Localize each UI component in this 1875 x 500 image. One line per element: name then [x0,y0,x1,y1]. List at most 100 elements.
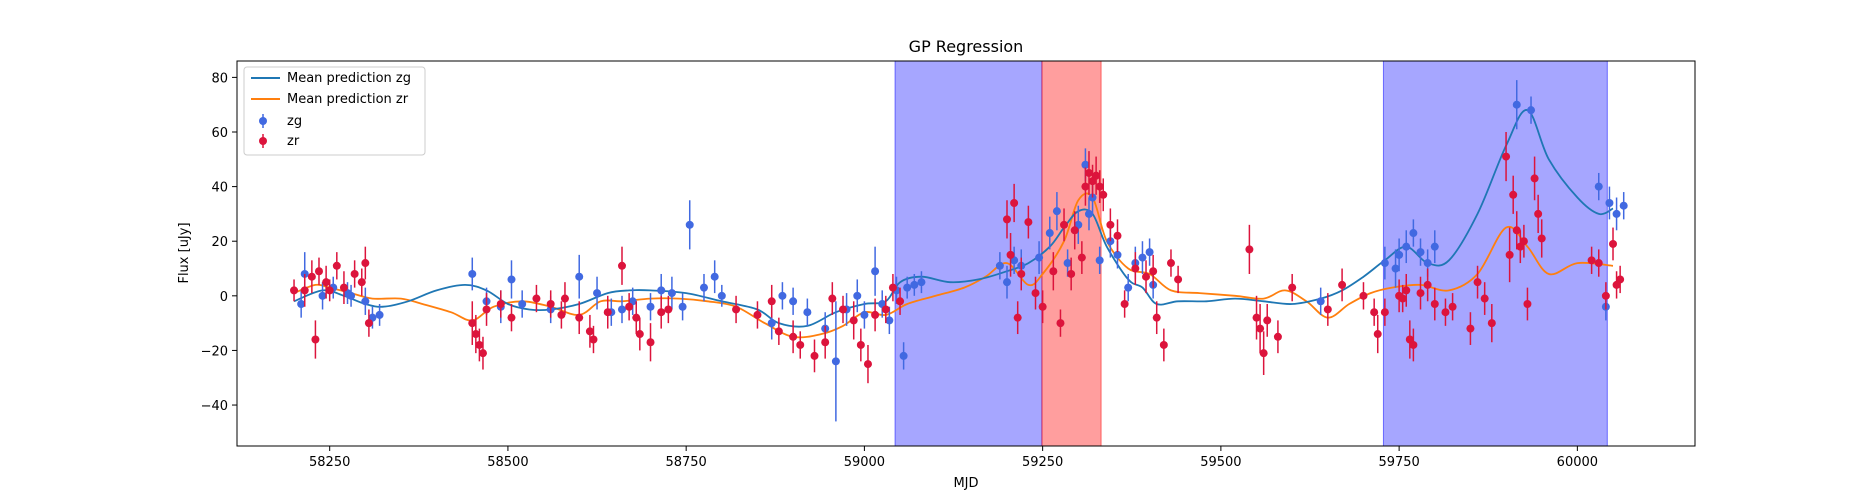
zr-point-56 [1017,269,1026,278]
zr-point-40 [796,340,805,349]
zg-point-0 [297,300,306,309]
zr-point-46 [856,340,865,349]
zr-point-51 [896,297,905,306]
y-tick-label-40: 40 [211,181,228,196]
zg-point-70 [1409,229,1418,238]
zg-point-26 [710,272,719,281]
zr-point-83 [1252,313,1261,322]
zr-point-31 [635,330,644,339]
zr-point-5 [322,278,331,287]
zr-point-55 [1013,313,1022,322]
zg-point-75 [1527,106,1536,115]
zr-point-100 [1416,289,1425,298]
zr-point-116 [1530,174,1539,183]
zr-point-112 [1512,226,1521,235]
zr-point-48 [871,310,880,319]
zr-point-7 [332,261,341,270]
zr-point-27 [603,308,612,317]
zr-point-8 [339,283,348,292]
zg-point-6 [361,297,370,306]
zr-point-86 [1263,316,1272,325]
zr-point-66 [1081,182,1090,191]
zg-point-2 [318,291,327,300]
zg-point-78 [1605,198,1614,207]
zr-point-26 [589,335,598,344]
zr-point-117 [1534,209,1543,218]
zr-point-103 [1441,308,1450,317]
zr-point-42 [821,338,830,347]
zr-point-45 [849,316,858,325]
zr-point-32 [646,338,655,347]
zg-point-79 [1612,209,1621,218]
zr-point-107 [1480,294,1489,303]
zg-point-5 [347,291,356,300]
y-tick-label-0: 0 [220,290,228,305]
zr-point-43 [828,294,837,303]
zg-point-8 [375,310,384,319]
zr-point-52 [1002,215,1011,224]
zr-point-90 [1338,280,1347,289]
zr-point-15 [475,340,484,349]
zg-point-18 [617,305,626,314]
zr-point-4 [314,267,323,276]
zg-point-67 [1391,264,1400,273]
zg-point-22 [667,289,676,298]
zg-point-65 [1316,297,1325,306]
zr-point-105 [1466,324,1475,333]
zr-point-115 [1523,300,1532,309]
zg-point-28 [767,319,776,328]
zr-point-3 [311,335,320,344]
zg-point-20 [646,302,655,311]
zg-point-25 [699,283,708,292]
zr-point-1 [300,286,309,295]
zr-point-65 [1077,253,1086,262]
zg-point-55 [1084,209,1093,218]
zr-point-24 [575,313,584,322]
y-tick-label-80: 80 [211,71,228,86]
zr-point-37 [767,297,776,306]
zr-point-87 [1273,332,1282,341]
zg-point-42 [903,283,912,292]
zr-point-58 [1031,289,1040,298]
zr-point-11 [361,259,370,268]
zr-point-76 [1142,272,1151,281]
zr-point-74 [1120,300,1129,309]
legend-box [243,66,426,156]
zg-point-36 [860,310,869,319]
zr-point-20 [532,294,541,303]
chart-title: GP Regression [909,37,1024,56]
y-axis-ticks: −40 −20 0 20 40 60 80 [201,71,237,414]
y-axis-label: Flux [uJy] [177,222,192,283]
legend-label-zg-line: Mean prediction zg [287,71,411,86]
zg-point-23 [678,302,687,311]
x-tick-label-58250: 58250 [309,455,350,470]
zr-point-34 [664,305,673,314]
zr-point-75 [1131,264,1140,273]
zr-point-53 [1006,250,1015,259]
zr-point-101 [1423,280,1432,289]
zr-point-104 [1448,302,1457,311]
zg-point-68 [1395,250,1404,259]
zr-point-0 [290,286,299,295]
x-tick-label-59250: 59250 [1022,455,1063,470]
y-tick-label--20: −20 [201,344,228,359]
zg-point-29 [778,291,787,300]
zg-point-57 [1095,256,1104,265]
zg-point-16 [593,289,602,298]
legend-label-zg: zg [287,114,302,129]
zg-point-9 [468,269,477,278]
zr-point-22 [557,310,566,319]
zr-point-73 [1113,231,1122,240]
zg-point-44 [917,278,926,287]
zg-point-31 [803,308,812,317]
zr-point-67 [1084,168,1093,177]
zr-point-59 [1038,302,1047,311]
zg-point-63 [1145,248,1154,257]
zg-point-45 [995,261,1004,270]
zr-point-71 [1099,190,1108,199]
zr-point-36 [753,310,762,319]
y-tick-label-20: 20 [211,235,228,250]
x-axis-label: MJD [953,476,978,491]
zg-point-76 [1594,182,1603,191]
